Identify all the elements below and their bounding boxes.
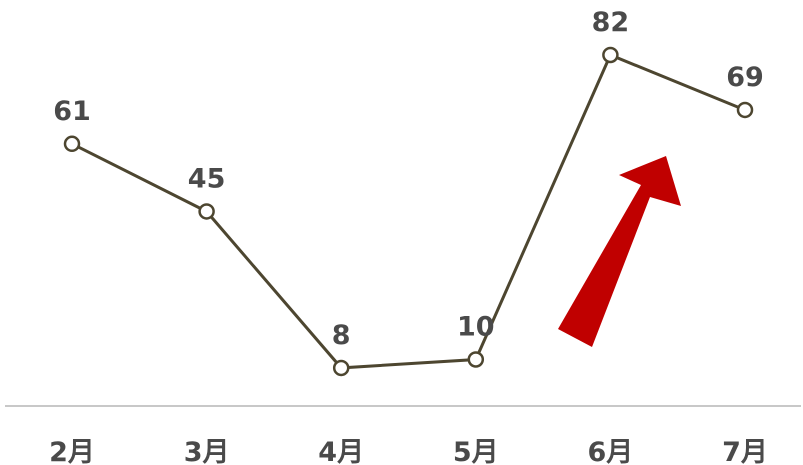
data-label: 45 <box>188 163 226 194</box>
data-markers <box>63 46 754 377</box>
data-label: 82 <box>592 7 630 38</box>
x-tick-labels: 2月 3月 4月 5月 6月 7月 <box>49 437 768 465</box>
data-point-marker <box>602 46 619 64</box>
data-point-marker <box>198 203 215 220</box>
data-point-marker <box>467 351 485 368</box>
data-point-marker <box>63 135 81 153</box>
data-label: 10 <box>457 311 495 342</box>
data-label: 61 <box>53 96 91 127</box>
data-label: 69 <box>726 62 764 93</box>
trend-up-arrow-icon <box>558 156 681 347</box>
x-tick-label: 7月 <box>722 437 768 465</box>
x-tick-label: 6月 <box>588 437 634 465</box>
x-tick-label: 5月 <box>453 437 499 465</box>
data-labels: 61 45 8 10 82 69 <box>53 7 764 351</box>
x-tick-label: 4月 <box>318 437 364 465</box>
series-line <box>71 53 746 370</box>
data-label: 8 <box>332 320 351 351</box>
x-tick-label: 2月 <box>49 437 95 465</box>
data-point-marker <box>736 101 754 119</box>
x-tick-label: 3月 <box>184 437 230 465</box>
data-point-marker <box>332 359 350 377</box>
